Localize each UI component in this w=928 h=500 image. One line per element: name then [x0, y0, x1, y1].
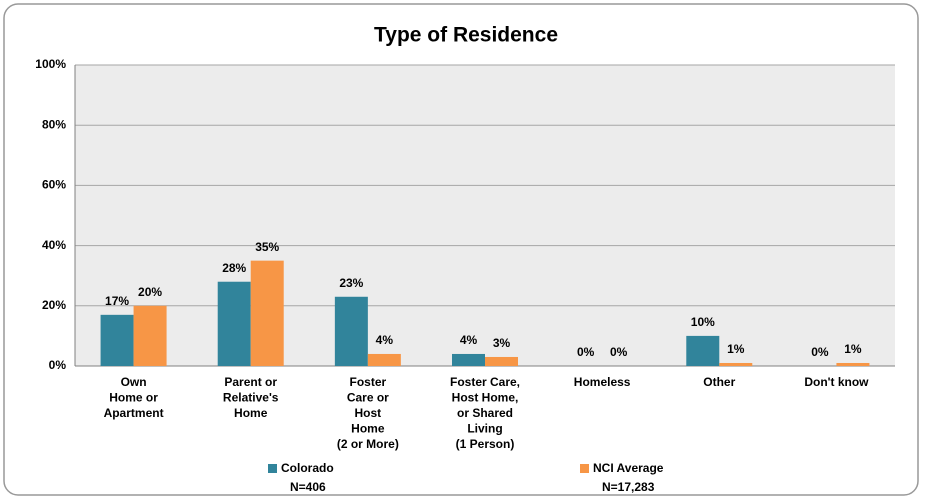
- bar: [100, 314, 134, 366]
- y-tick-label: 40%: [42, 238, 66, 252]
- x-tick-label: Other: [703, 375, 735, 389]
- y-tick-label: 0%: [49, 358, 67, 372]
- bar: [133, 305, 167, 366]
- data-label: 1%: [727, 342, 745, 356]
- legend-swatch: [580, 464, 589, 473]
- bar: [367, 353, 401, 366]
- bar: [217, 281, 251, 366]
- bar: [686, 335, 720, 366]
- y-tick-label: 20%: [42, 298, 66, 312]
- bar: [452, 353, 485, 366]
- data-label: 28%: [222, 261, 246, 275]
- y-tick-label: 100%: [35, 57, 66, 71]
- data-label: 3%: [493, 336, 511, 350]
- legend-note: N=406: [290, 480, 326, 494]
- legend-swatch: [268, 464, 277, 473]
- bar: [485, 356, 518, 366]
- data-label: 35%: [255, 240, 279, 254]
- x-tick-label: Parent or Relative's Home: [223, 375, 279, 420]
- legend-label: NCI Average: [593, 461, 664, 475]
- x-tick-label: Homeless: [574, 375, 631, 389]
- legend-label: Colorado: [281, 461, 334, 475]
- bar: [334, 296, 368, 366]
- chart-title: Type of Residence: [374, 24, 558, 47]
- data-label: 23%: [339, 276, 363, 290]
- bar: [719, 362, 753, 366]
- data-label: 10%: [691, 315, 715, 329]
- data-label: 20%: [138, 285, 162, 299]
- bar: [250, 260, 284, 366]
- y-tick-label: 60%: [42, 178, 66, 192]
- x-tick-label: Foster Care, Host Home, or Shared Living (1 …: [450, 375, 520, 451]
- data-label: 0%: [577, 345, 595, 359]
- x-tick-label: Own Home or Apartment: [104, 375, 164, 420]
- data-label: 0%: [811, 345, 829, 359]
- data-label: 0%: [610, 345, 628, 359]
- x-tick-label: Don't know: [804, 375, 869, 389]
- x-tick-label: Foster Care or Host Home (2 or More): [337, 375, 399, 451]
- data-label: 4%: [460, 333, 478, 347]
- y-tick-label: 80%: [42, 117, 66, 131]
- plot-area: [75, 65, 895, 366]
- data-label: 1%: [844, 342, 862, 356]
- data-label: 4%: [376, 333, 394, 347]
- legend-note: N=17,283: [602, 480, 655, 494]
- bar: [836, 362, 870, 366]
- data-label: 17%: [105, 294, 129, 308]
